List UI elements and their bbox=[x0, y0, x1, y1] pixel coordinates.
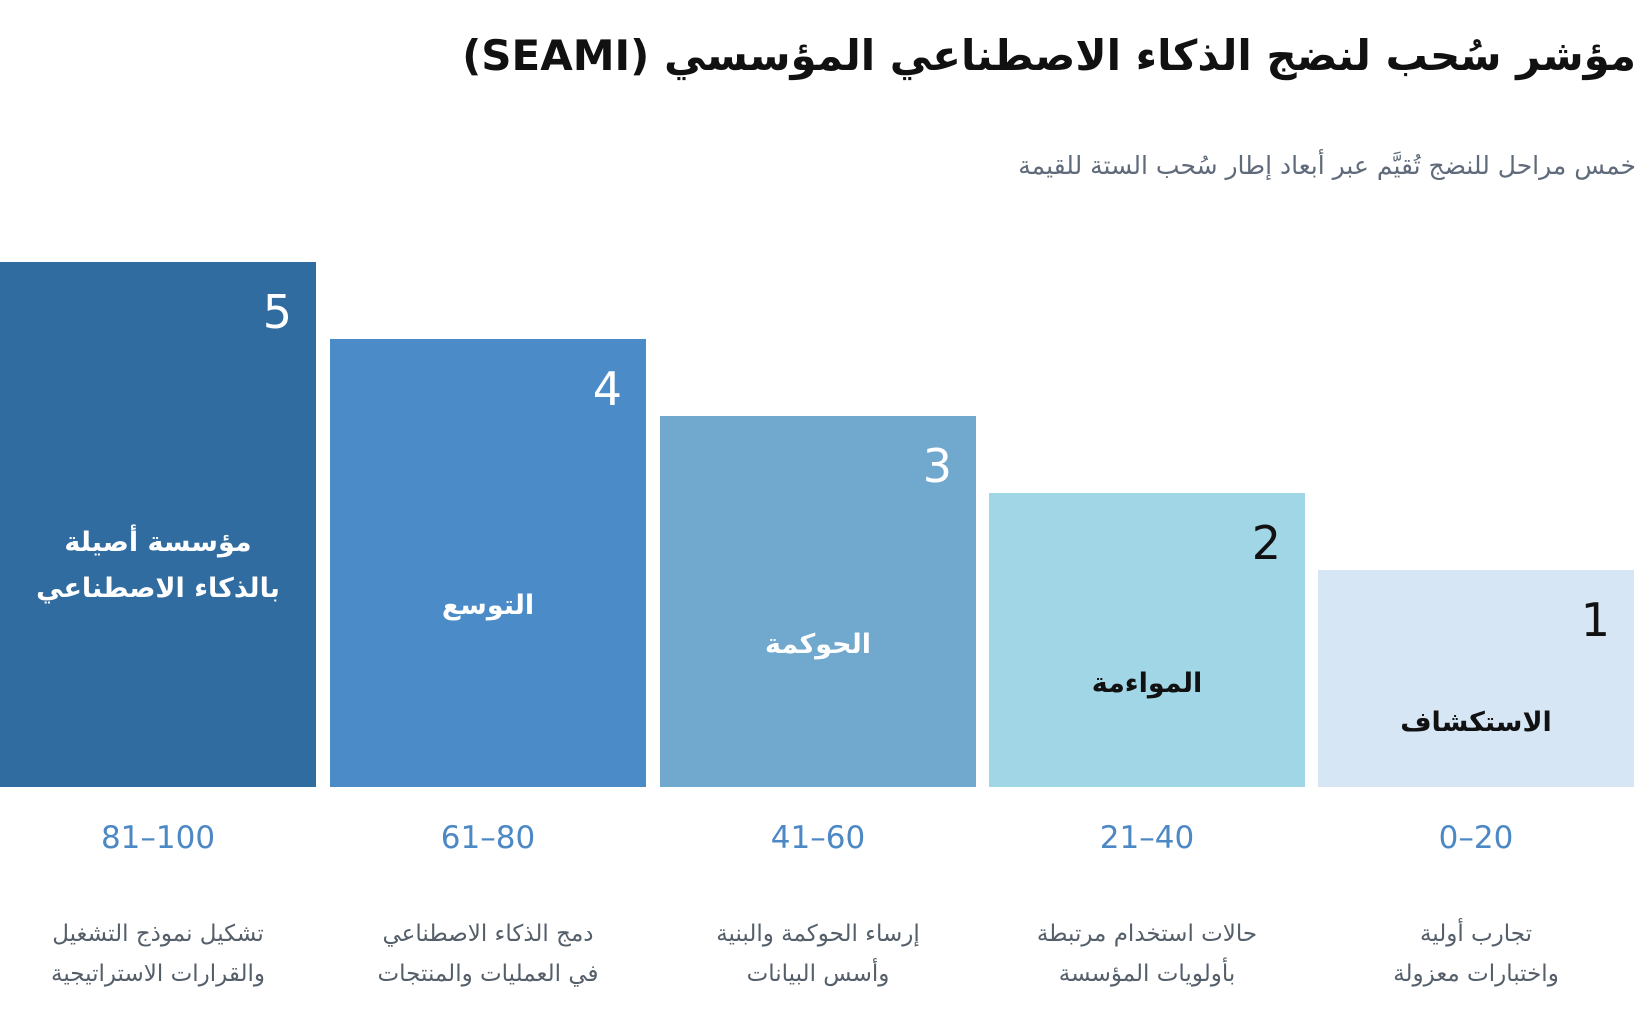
page-title: مؤشر سُحب لنضج الذكاء الاصطناعي المؤسسي … bbox=[462, 31, 1636, 80]
stage-range-3: 60–41 bbox=[770, 820, 866, 856]
stage-range-4: 80–61 bbox=[440, 820, 536, 856]
description-line: والقرارات الاستراتيجية bbox=[51, 961, 265, 987]
stage-number: 5 bbox=[262, 285, 292, 339]
stage-bar-1: 1 الاستكشاف bbox=[1318, 570, 1634, 787]
page-subtitle: خمس مراحل للنضج تُقيَّم عبر أبعاد إطار س… bbox=[1018, 151, 1636, 180]
stage-range-2: 40–21 bbox=[1099, 820, 1195, 856]
stage-name: الحوكمة bbox=[660, 622, 976, 668]
stage-description-4: دمج الذكاء الاصطناعي في العمليات والمنتج… bbox=[330, 914, 646, 994]
stage-name: التوسع bbox=[330, 583, 646, 629]
stage-bar-2: 2 المواءمة bbox=[989, 493, 1305, 787]
stage-number: 3 bbox=[922, 439, 952, 493]
stage-description-5: تشكيل نموذج التشغيل والقرارات الاستراتيج… bbox=[0, 914, 316, 994]
stage-number: 4 bbox=[592, 362, 622, 416]
description-line: حالات استخدام مرتبطة bbox=[1036, 921, 1258, 947]
description-line: إرساء الحوكمة والبنية bbox=[716, 921, 920, 947]
description-line: دمج الذكاء الاصطناعي bbox=[382, 921, 594, 947]
stage-name-line: الاستكشاف bbox=[1400, 707, 1552, 738]
stage-bar-5: 5 مؤسسة أصيلة بالذكاء الاصطناعي bbox=[0, 262, 316, 787]
stage-name-line: الحوكمة bbox=[765, 629, 871, 660]
stage-number: 2 bbox=[1251, 516, 1281, 570]
stage-range-5: 100–81 bbox=[100, 820, 216, 856]
stage-name-line: التوسع bbox=[441, 590, 535, 621]
stage-name-line: المواءمة bbox=[1091, 668, 1203, 699]
description-line: في العمليات والمنتجات bbox=[377, 961, 599, 987]
stage-name-line: بالذكاء الاصطناعي bbox=[36, 573, 280, 604]
stage-name: المواءمة bbox=[989, 661, 1305, 707]
stage-description-1: تجارب أولية واختبارات معزولة bbox=[1318, 914, 1634, 994]
stage-range-1: 20–0 bbox=[1438, 820, 1514, 856]
stage-bar-3: 3 الحوكمة bbox=[660, 416, 976, 787]
description-line: تجارب أولية bbox=[1419, 921, 1533, 947]
stage-name: الاستكشاف bbox=[1318, 700, 1634, 746]
stage-number: 1 bbox=[1580, 593, 1610, 647]
stage-description-2: حالات استخدام مرتبطة بأولويات المؤسسة bbox=[989, 914, 1305, 994]
description-line: واختبارات معزولة bbox=[1393, 961, 1559, 987]
stage-bar-4: 4 التوسع bbox=[330, 339, 646, 787]
stage-description-3: إرساء الحوكمة والبنية وأسس البيانات bbox=[660, 914, 976, 994]
stage-name: مؤسسة أصيلة بالذكاء الاصطناعي bbox=[0, 520, 316, 612]
stage-name-line: مؤسسة أصيلة bbox=[64, 527, 252, 558]
description-line: بأولويات المؤسسة bbox=[1058, 961, 1236, 987]
description-line: وأسس البيانات bbox=[746, 961, 890, 987]
description-line: تشكيل نموذج التشغيل bbox=[52, 921, 264, 947]
